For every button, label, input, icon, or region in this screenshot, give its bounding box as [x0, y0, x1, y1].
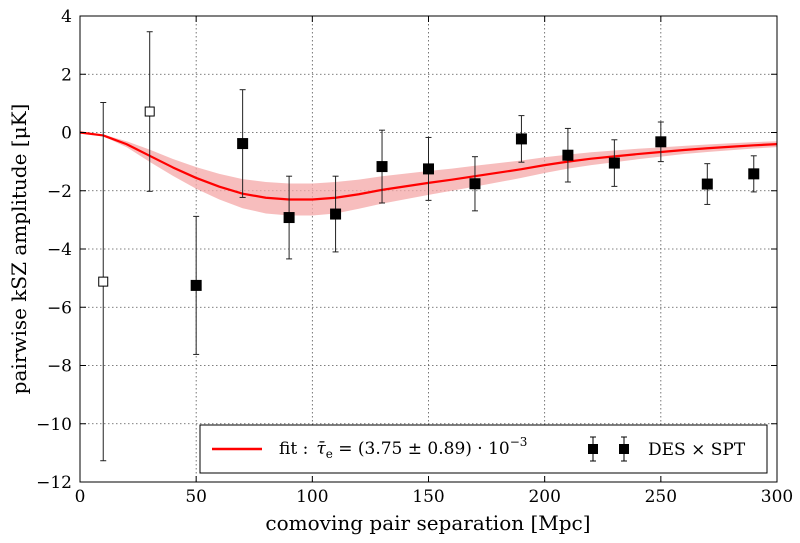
data-point [748, 168, 760, 180]
data-point [423, 163, 434, 175]
legend-marker [619, 444, 629, 454]
data-point [469, 178, 481, 190]
y-tick-label: 4 [61, 7, 72, 27]
grid [80, 16, 777, 482]
data-point [376, 161, 388, 173]
legend-fit-label: fit : τ̄e = (3.75 ± 0.89) · 10−3 [279, 435, 527, 461]
x-axis-title: comoving pair separation [Mpc] [265, 511, 590, 535]
data-point [283, 212, 295, 224]
data-markers [98, 106, 760, 291]
legend: fit : τ̄e = (3.75 ± 0.89) · 10−3 DES × SP… [199, 424, 768, 474]
legend-data-markers [588, 436, 629, 462]
y-tick-label: −12 [36, 473, 72, 493]
legend-fit-subscript: e [326, 447, 333, 461]
legend-data-label: DES × SPT [648, 440, 746, 460]
data-point [190, 279, 202, 291]
x-tick-label: 200 [528, 487, 560, 507]
y-tick-label: −2 [47, 182, 72, 202]
y-tick-label: −10 [36, 415, 72, 435]
x-tick-label: 300 [761, 487, 793, 507]
axis-ticks [79, 15, 778, 483]
legend-fit-symbol: τ̄ [316, 439, 326, 459]
y-tick-label: −6 [47, 298, 72, 318]
y-tick-label: 2 [61, 65, 72, 85]
y-tick-label: −8 [47, 357, 72, 377]
data-point [655, 136, 667, 148]
legend-fit-prefix: fit : [279, 439, 308, 459]
data-point [237, 138, 249, 150]
legend-marker [588, 444, 598, 454]
data-point-open [144, 106, 155, 117]
legend-box [199, 424, 768, 474]
data-point [515, 133, 527, 145]
x-tick-label: 0 [75, 487, 86, 507]
x-tick-label: 100 [296, 487, 328, 507]
data-point-open [98, 276, 109, 287]
x-tick-label: 50 [185, 487, 207, 507]
y-tick-label: 0 [61, 124, 72, 144]
x-tick-label: 150 [412, 487, 444, 507]
data-point [701, 178, 713, 190]
data-point [562, 149, 574, 161]
tick-labels: 0 50 100 150 200 250 300 −12 −10 −8 −6 −4 −2 0 2 4 [36, 7, 793, 507]
legend-fit-exponent: −3 [510, 435, 528, 449]
y-tick-label: −4 [47, 240, 72, 260]
data-point [330, 208, 342, 220]
legend-fit-value: = (3.75 ± 0.89) · 10 [333, 439, 510, 459]
x-tick-label: 250 [645, 487, 677, 507]
y-axis-title: pairwise kSZ amplitude [μK] [7, 104, 31, 395]
data-point [608, 157, 620, 169]
